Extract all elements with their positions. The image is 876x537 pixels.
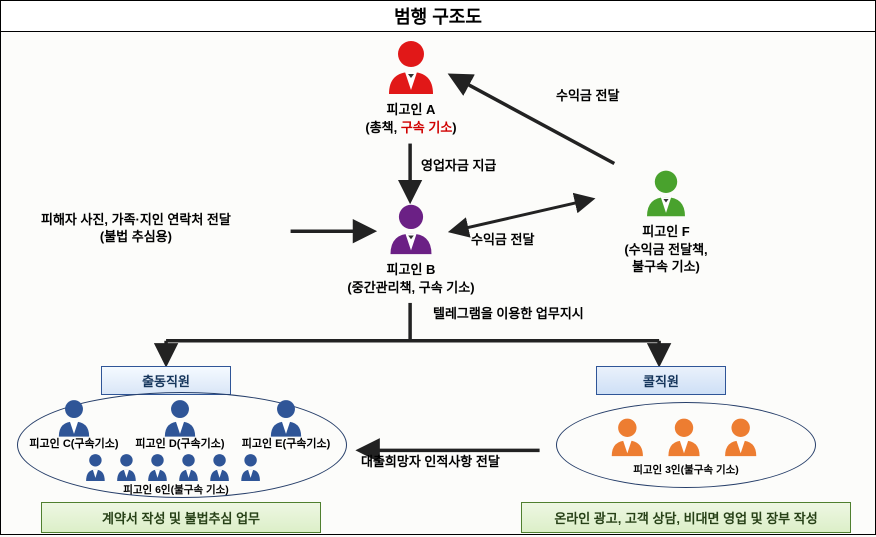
person-icon: [640, 168, 692, 218]
diagram-canvas: 피고인 A (총책, 구속 기소) 피고인 B (중간관리책, 구속 기소) 피…: [1, 32, 875, 537]
role-field: 계약서 작성 및 불법추심 업무: [41, 502, 321, 533]
node-A-name: 피고인 A: [341, 101, 481, 119]
field-top-label-2: 피고인 D(구속기소): [127, 438, 233, 451]
node-B-name: 피고인 B: [331, 261, 491, 279]
field-top-1: [53, 398, 95, 443]
person-icon: [381, 38, 441, 96]
label-B-to-F: 수익금 전달: [471, 232, 534, 249]
label-call-to-field: 대출희망자 인적사항 전달: [361, 454, 500, 471]
field-bottom-label: 피고인 6인(불구속 기소): [101, 482, 251, 497]
node-F-role2: 불구속 기소): [591, 258, 741, 276]
node-B: 피고인 B (중간관리책, 구속 기소): [331, 202, 491, 296]
label-F-to-A: 수익금 전달: [556, 88, 619, 105]
field-top-label-3: 피고인 E(구속기소): [233, 438, 339, 451]
label-left-to-B: 피해자 사진, 가족·지인 연락처 전달(불법 추심용): [41, 212, 231, 246]
diagram-title: 범행 구조도: [1, 1, 875, 32]
node-F: 피고인 F (수익금 전달책, 불구속 기소): [591, 168, 741, 276]
field-top-2: [159, 398, 201, 443]
field-top-label-1: 피고인 C(구속기소): [21, 438, 127, 451]
node-B-role: (중간관리책, 구속 기소): [331, 279, 491, 297]
node-F-role1: (수익금 전달책,: [591, 241, 741, 259]
label-telegram: 텔레그램을 이용한 업무지시: [433, 306, 584, 323]
call-label: 피고인 3인(불구속 기소): [611, 462, 761, 477]
call-row: [599, 414, 769, 465]
role-call: 온라인 광고, 고객 상담, 비대면 영업 및 장부 작성: [521, 502, 851, 533]
group-header-call: 콜직원: [596, 366, 726, 395]
node-A: 피고인 A (총책, 구속 기소): [341, 38, 481, 136]
node-F-name: 피고인 F: [591, 223, 741, 241]
group-header-field: 출동직원: [101, 366, 231, 395]
field-top-3: [265, 398, 307, 443]
person-icon: [383, 202, 439, 256]
label-A-to-B: 영업자금 지급: [421, 158, 496, 175]
node-A-role: (총책, 구속 기소): [341, 119, 481, 137]
